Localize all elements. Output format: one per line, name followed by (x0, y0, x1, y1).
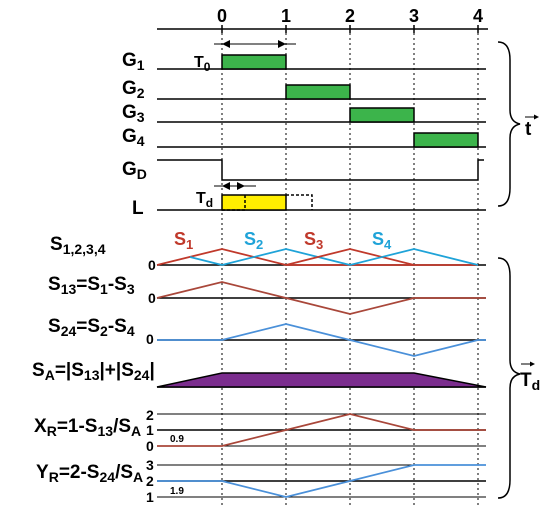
gate-row-g4: G4 (122, 126, 486, 149)
g2-sub: 2 (137, 85, 145, 101)
td-brace-label: Td (520, 361, 540, 393)
row-xr: XR=1-S13/SA 2 1 0 0.9 (34, 407, 486, 454)
l-dotted-late (286, 194, 313, 210)
g4-sub: 4 (137, 133, 145, 149)
gd-waveform (157, 159, 484, 181)
gd-name: G (122, 159, 137, 180)
g2-pulse (285, 84, 351, 100)
g4-name: G (122, 126, 137, 147)
s2-sub: 2 (256, 237, 263, 252)
t-label: t (525, 114, 539, 140)
s2-trace (221, 248, 351, 266)
s3-trace (285, 248, 415, 266)
td-sub: d (206, 196, 213, 210)
svg-text:Td: Td (520, 370, 540, 393)
svg-text:GD: GD (122, 159, 147, 182)
row-s13: S13=S1-S3 0 (48, 274, 486, 315)
time-axis-ticks (221, 25, 479, 33)
gd-sub: D (137, 166, 147, 182)
row-sa: SA=|S13|+|S24| (32, 360, 487, 388)
s1-name: S (174, 229, 186, 249)
svg-text:G3: G3 (122, 102, 145, 125)
svg-text:G2: G2 (122, 78, 145, 101)
xr-tick-0: 0 (146, 438, 154, 454)
t0-marker: T0 (194, 40, 296, 74)
row-s24: S24=S2-S4 0 (48, 316, 486, 357)
gate-row-g3: G3 (122, 102, 486, 125)
brace-t (497, 41, 521, 207)
s1-trace-prev (189, 256, 223, 266)
svg-text:S2: S2 (244, 229, 263, 252)
svg-text:XR=1-S13/SA: XR=1-S13/SA (34, 416, 141, 439)
time-tick-2: 2 (345, 6, 355, 26)
svg-text:G4: G4 (122, 126, 145, 149)
time-tick-1: 1 (281, 6, 291, 26)
svg-text:S4: S4 (372, 229, 392, 252)
row-yr: YR=2-S24/SA 3 2 1 1.9 (36, 457, 486, 505)
time-tick-0: 0 (217, 6, 227, 26)
svg-text:SA=|S13|+|S24|: SA=|S13|+|S24| (32, 360, 155, 383)
yr-tick-3: 3 (146, 457, 154, 473)
row-s1234: S1,2,3,4 0 S1 S2 S3 S4 (50, 229, 486, 273)
svg-text:YR=2-S24/SA: YR=2-S24/SA (36, 462, 143, 485)
time-tick-4: 4 (473, 6, 483, 26)
g1-name: G (122, 50, 137, 71)
l-pulse (221, 194, 287, 211)
g1-sub: 1 (137, 57, 145, 73)
xr-tick-1: 1 (146, 422, 154, 438)
s24-trace (157, 323, 486, 357)
time-gridlines (221, 33, 479, 505)
yr-tick-1: 1 (146, 489, 154, 505)
s13-zero: 0 (148, 290, 156, 306)
svg-text:t: t (525, 119, 532, 140)
t0-name: T (194, 54, 204, 71)
xr-tick-2: 2 (146, 407, 154, 423)
svg-text:S1: S1 (174, 229, 193, 252)
s4-sub: 4 (384, 237, 392, 252)
brace-td (497, 257, 521, 499)
svg-text:S13=S1-S3: S13=S1-S3 (48, 274, 135, 297)
s1234-name: S (50, 234, 63, 255)
s4-trace (349, 248, 479, 266)
svg-text:Td: Td (196, 190, 213, 210)
yr-tick-2: 2 (146, 473, 154, 489)
g3-sub: 3 (137, 109, 145, 125)
svg-text:T0: T0 (194, 54, 211, 74)
g1-pulse (221, 54, 287, 70)
l-dotted-early (222, 195, 246, 211)
g2-name: G (122, 78, 137, 99)
svg-text:S24=S2-S4: S24=S2-S4 (48, 316, 135, 339)
svg-text:G1: G1 (122, 50, 145, 73)
s13-trace (156, 281, 486, 315)
s2-name: S (244, 229, 256, 249)
s4-name: S (372, 229, 384, 249)
s1-trace (156, 248, 478, 266)
g3-pulse (349, 107, 415, 123)
gate-row-gd: GD (122, 159, 484, 182)
s1-sub: 1 (186, 237, 193, 252)
svg-text:S3: S3 (304, 229, 323, 252)
s1234-zero: 0 (148, 257, 156, 273)
s1234-sub: 1,2,3,4 (63, 241, 106, 257)
gate-row-g2: G2 (122, 78, 486, 101)
t0-sub: 0 (204, 60, 211, 74)
row-l: L Td (132, 182, 486, 219)
yr-note: 1.9 (170, 486, 184, 497)
g4-pulse (413, 132, 479, 148)
time-tick-3: 3 (409, 6, 419, 26)
s24-zero: 0 (146, 331, 154, 347)
sa-area (156, 372, 487, 388)
yr-trace (157, 464, 486, 498)
svg-text:S1,2,3,4: S1,2,3,4 (50, 234, 106, 257)
s3-sub: 3 (316, 237, 323, 252)
td-name: T (196, 190, 206, 207)
gate-row-g1: G1 (122, 50, 486, 73)
l-label: L (132, 198, 144, 219)
g3-name: G (122, 102, 137, 123)
xr-note: 0.9 (170, 434, 184, 445)
xr-trace (157, 413, 486, 447)
s3-name: S (304, 229, 316, 249)
